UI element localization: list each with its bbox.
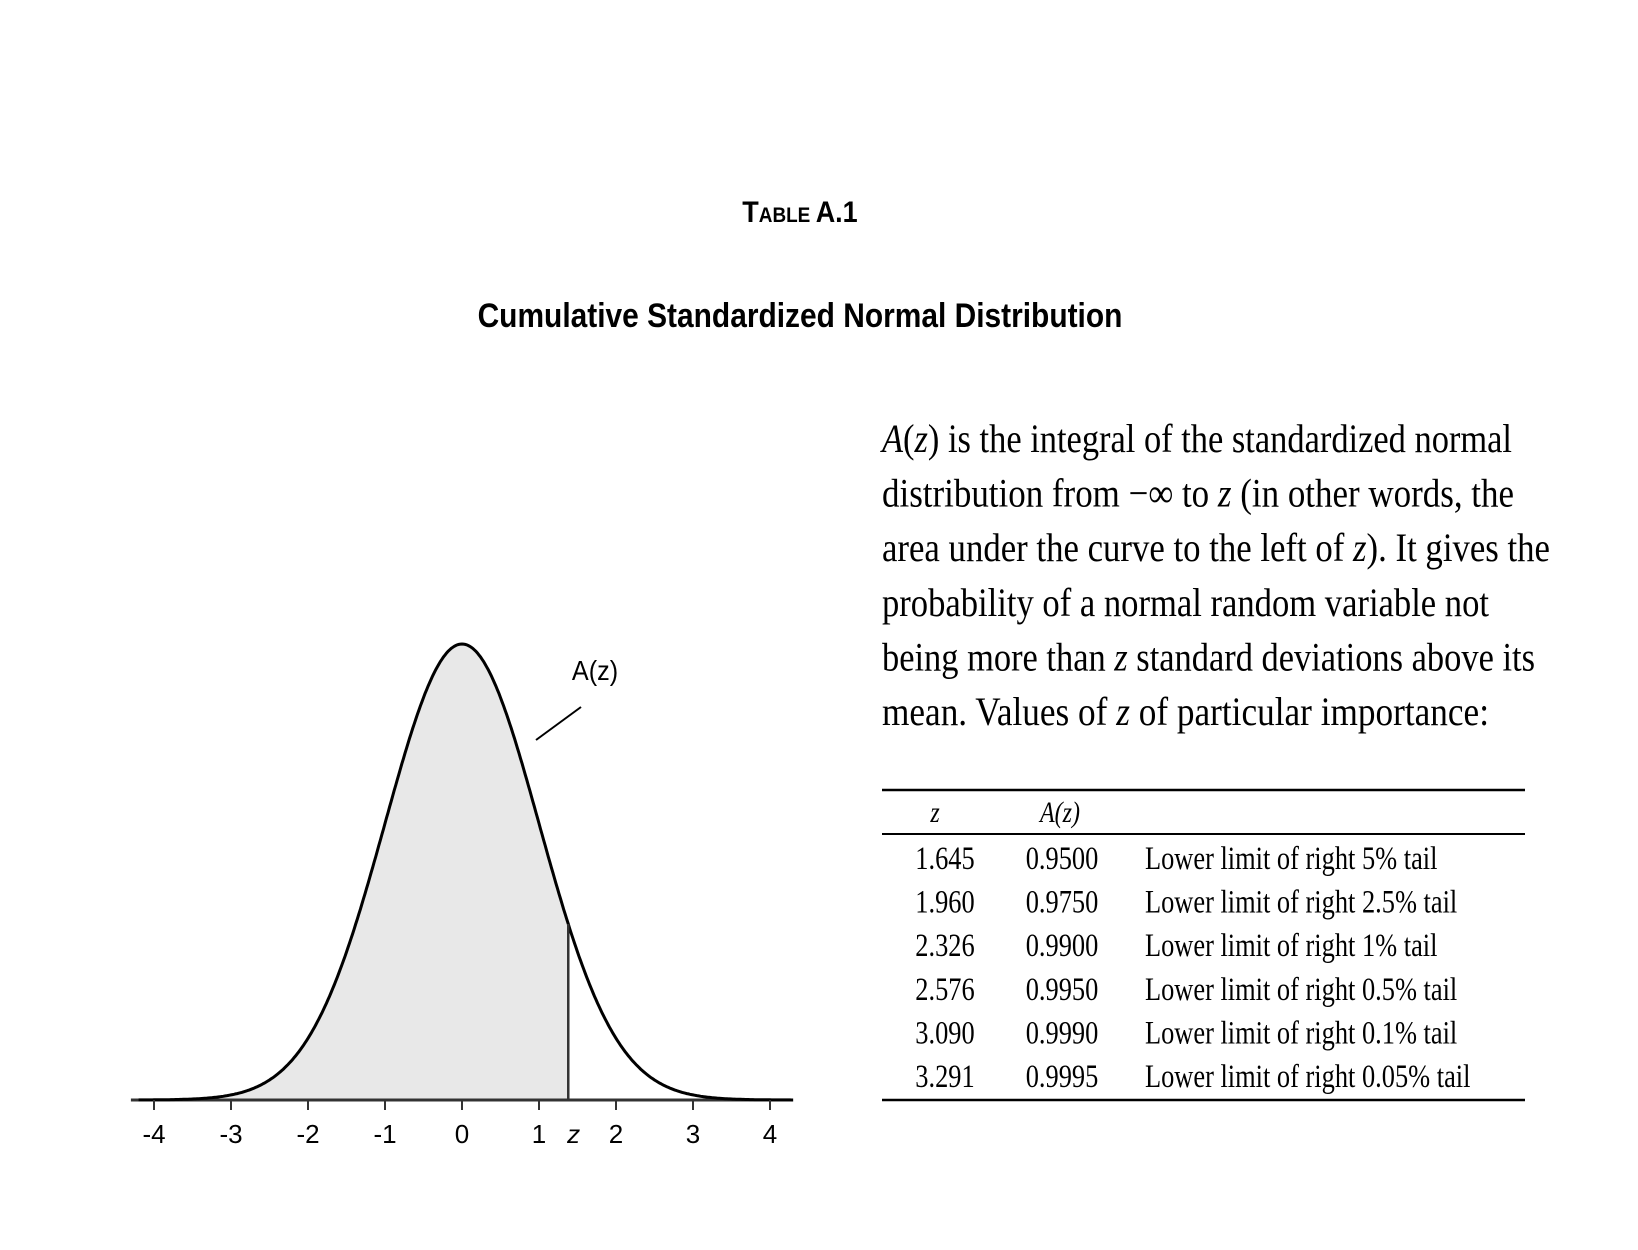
text: of particular importance: — [1130, 689, 1489, 734]
value-cell: 0.9750 — [1026, 884, 1099, 920]
text-line: mean. Values of z of particular importan… — [882, 689, 1489, 734]
italic-text: z — [1115, 689, 1130, 734]
title-small-caps: Table — [742, 196, 810, 230]
value-cell: 0.9990 — [1026, 1015, 1099, 1051]
text: (in other words, the — [1232, 471, 1514, 516]
subtitle: Cumulative Standardized Normal Distribut… — [478, 296, 1123, 334]
curve — [138, 642, 794, 1102]
text: ) is the integral of the standardized no… — [928, 416, 1512, 461]
column-header: z — [929, 795, 940, 828]
column-header: A(z) — [1038, 795, 1080, 828]
italic-text: z — [1352, 525, 1367, 570]
axis-label: 4 — [763, 1119, 777, 1149]
axis-label: 2 — [609, 1119, 623, 1149]
table-title: Table A.1 — [742, 196, 858, 230]
text: mean. Values of — [882, 689, 1116, 734]
leader-line — [535, 706, 582, 741]
description-cell: Lower limit of right 1% tail — [1145, 927, 1437, 963]
description-cell: Lower limit of right 0.5% tail — [1145, 971, 1457, 1007]
axis-label: -3 — [219, 1119, 242, 1149]
text: standard deviations above its — [1128, 634, 1535, 679]
description-cell: Lower limit of right 0.05% tail — [1145, 1058, 1470, 1094]
value-cell: 1.960 — [915, 884, 974, 920]
description-cell: Lower limit of right 0.1% tail — [1145, 1015, 1457, 1051]
italic-text: A — [879, 416, 903, 461]
normal-curve-figure: -4 -3 -2 -1 0 1 z 2 3 4 A(z) — [130, 642, 794, 1149]
axis-label: 1 — [532, 1119, 546, 1149]
axis-label: -1 — [373, 1119, 396, 1149]
italic-text: z — [1113, 634, 1128, 679]
axis-label: 0 — [455, 1119, 469, 1149]
value-cell: 2.326 — [915, 927, 974, 963]
shaded-area — [138, 644, 569, 1100]
value-cell: 0.9900 — [1026, 927, 1099, 963]
description: A(z) is the integral of the standardized… — [879, 416, 1550, 734]
value-cell: 3.090 — [915, 1015, 974, 1051]
axis-label: z — [566, 1119, 580, 1149]
axis-label: -4 — [142, 1119, 165, 1149]
value-cell: 3.291 — [915, 1058, 974, 1094]
value-cell: 2.576 — [915, 971, 974, 1007]
text-line: being more than z standard deviations ab… — [882, 634, 1535, 679]
axis-label: 3 — [686, 1119, 700, 1149]
text-line: area under the curve to the left of z). … — [882, 525, 1550, 570]
z-table: z A(z) 1.645 0.9500 Lower limit of right 5% … — [882, 788, 1525, 1102]
text: area under the curve to the left of — [882, 525, 1353, 570]
text: being more than — [882, 634, 1114, 679]
axis-label: -2 — [296, 1119, 319, 1149]
text-line: distribution from −∞ to z (in other word… — [882, 471, 1514, 516]
text-line: probability of a normal random variable … — [882, 580, 1489, 625]
value-cell: 0.9500 — [1026, 840, 1099, 876]
area-label: A(z) — [572, 655, 618, 687]
description-cell: Lower limit of right 2.5% tail — [1145, 884, 1457, 920]
italic-text: z — [1217, 471, 1232, 516]
text: ( — [903, 416, 914, 461]
value-cell: 0.9995 — [1026, 1058, 1099, 1094]
text: distribution from −∞ to — [882, 471, 1218, 516]
value-cell: 0.9950 — [1026, 971, 1099, 1007]
title-number: A.1 — [816, 196, 858, 230]
text-line: A(z) is the integral of the standardized… — [879, 416, 1512, 461]
italic-text: z — [914, 416, 929, 461]
text: ). It gives the — [1367, 525, 1550, 570]
value-cell: 1.645 — [915, 840, 974, 876]
description-cell: Lower limit of right 5% tail — [1145, 840, 1437, 876]
text: probability of a normal random variable … — [882, 580, 1489, 625]
